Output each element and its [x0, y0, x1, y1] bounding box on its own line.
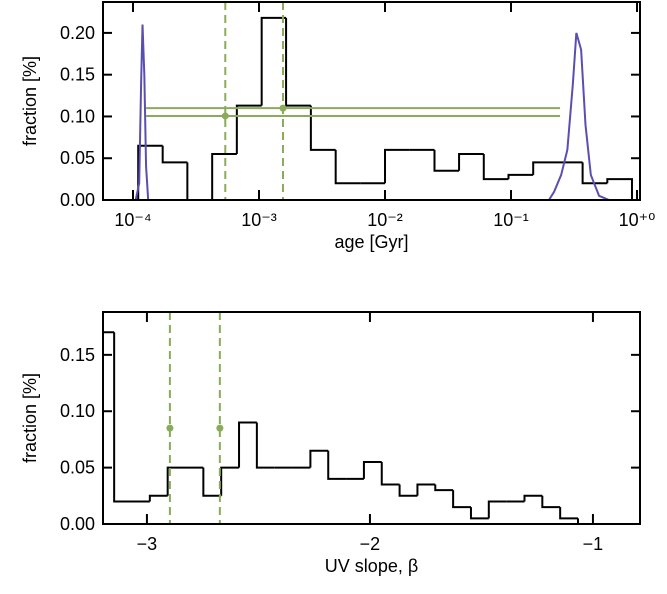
- histogram-step: [362, 460, 382, 479]
- y-tick-label: 0.00: [60, 514, 95, 534]
- y-tick-label: 0.15: [60, 345, 95, 365]
- histogram-step: [541, 495, 561, 509]
- y-tick-label: 0.05: [60, 148, 95, 168]
- histogram-step: [166, 466, 186, 496]
- marker-point: [216, 424, 224, 432]
- marker-point: [221, 112, 229, 120]
- x-tick-label: 10⁺⁰: [619, 210, 656, 230]
- marker-point: [166, 424, 174, 432]
- histogram-step: [523, 494, 543, 502]
- x-tick-label: 10⁻⁴: [114, 210, 151, 230]
- histogram-step: [458, 153, 484, 171]
- plot-frame: [102, 311, 641, 525]
- distribution-line: [134, 24, 610, 201]
- histogram-step: [559, 507, 579, 520]
- histogram-step: [416, 483, 436, 496]
- y-axis-label: fraction [%]: [20, 373, 40, 463]
- histogram-step: [606, 178, 633, 200]
- histogram-step: [384, 148, 410, 184]
- x-tick-label: 10⁻²: [367, 210, 403, 230]
- histogram-step: [102, 331, 115, 524]
- histogram-step: [260, 16, 287, 106]
- histogram-step: [235, 104, 262, 155]
- histogram-step: [334, 149, 361, 185]
- histogram-step: [398, 484, 418, 497]
- y-axis-label: fraction [%]: [20, 56, 40, 146]
- x-tick-label: 10⁻¹: [493, 210, 529, 230]
- x-axis-label: UV slope, β: [325, 556, 418, 576]
- x-tick-label: −1: [583, 534, 604, 554]
- y-tick-label: 0.05: [60, 458, 95, 478]
- histogram-step: [202, 467, 222, 497]
- histogram-step: [211, 153, 237, 200]
- histogram-step: [113, 332, 132, 503]
- histogram-step: [238, 421, 257, 468]
- histogram-step: [532, 161, 559, 175]
- x-tick-label: 10⁻³: [241, 210, 277, 230]
- histogram-step: [482, 154, 509, 181]
- marker-point: [279, 104, 287, 112]
- histogram-step: [581, 162, 608, 185]
- x-tick-label: −3: [137, 534, 158, 554]
- x-tick-label: −2: [360, 534, 381, 554]
- histogram-step: [327, 450, 347, 480]
- histogram-step: [434, 484, 454, 492]
- histogram-step: [309, 449, 329, 468]
- histogram-step: [285, 17, 311, 107]
- histogram-step: [161, 145, 188, 164]
- x-axis-label: age [Gyr]: [334, 232, 408, 252]
- plot-frame: [102, 1, 641, 201]
- histogram-step: [469, 507, 489, 520]
- histogram-step: [186, 162, 213, 201]
- histogram-step: [137, 144, 163, 200]
- histogram-step: [507, 173, 534, 180]
- histogram-step: [255, 422, 275, 469]
- y-tick-label: 0.10: [60, 401, 95, 421]
- histogram-step: [148, 494, 168, 502]
- y-tick-label: 0.10: [60, 106, 95, 126]
- y-tick-label: 0.20: [60, 23, 95, 43]
- histogram-step: [452, 490, 471, 509]
- histogram-step: [309, 105, 336, 151]
- y-tick-label: 0.00: [60, 190, 95, 210]
- histogram-step: [487, 500, 507, 519]
- y-tick-label: 0.15: [60, 65, 95, 85]
- histogram-step: [380, 461, 400, 486]
- histogram-step: [220, 466, 240, 496]
- histogram-step: [433, 149, 460, 172]
